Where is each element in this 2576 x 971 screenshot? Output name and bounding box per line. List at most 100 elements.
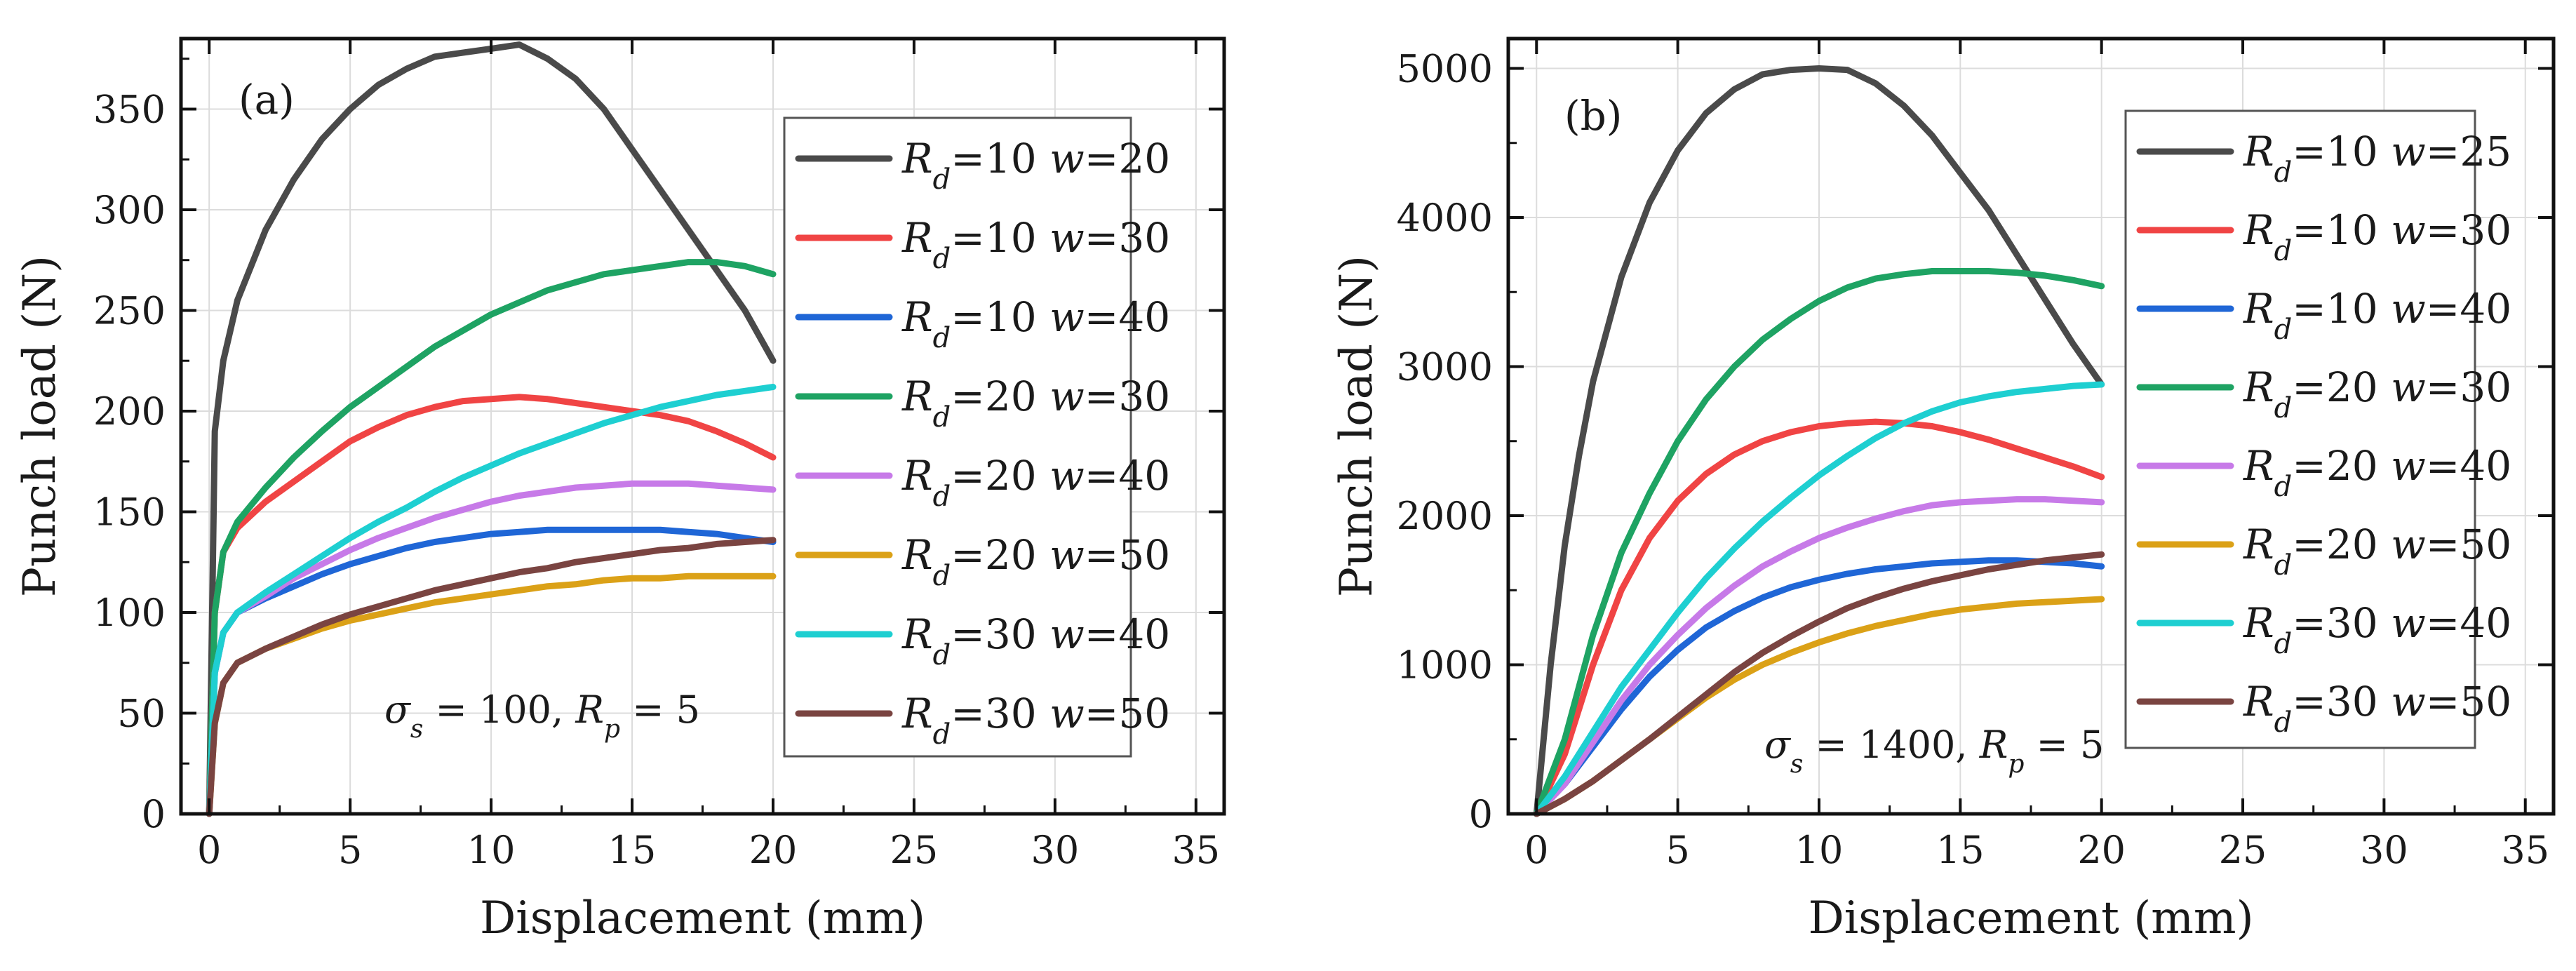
x-tick-label: 5 [1665,828,1689,872]
legend-rd-sub: d [933,560,951,592]
y-tick-label: 100 [93,591,166,635]
legend-w: w [1049,610,1085,658]
annotation-r: R [1979,723,2008,767]
legend-rd-sub: d [933,639,951,671]
legend-entry-0: Rd=10 w=20 [901,135,1170,196]
legend-entry-7: Rd=30 w=50 [901,690,1170,751]
series-line-2 [1533,557,2105,817]
x-tick-label: 30 [2360,828,2408,872]
legend-rd-value: =20 [2292,363,2391,411]
legend-rd-sub: d [933,163,951,196]
legend-w: w [1049,531,1085,579]
panel-tag: (b) [1564,92,1622,140]
legend-rd: R [901,690,933,737]
legend-box [783,116,1132,758]
annotation-sigma: σ [1764,723,1792,767]
legend-w: w [2391,285,2426,333]
legend-w: w [2391,128,2426,175]
legend-rd-sub: d [2274,549,2293,582]
legend-w: w [2391,521,2426,568]
legend-rd-value: =30 [951,610,1049,658]
legend-w: w [2391,599,2426,647]
annotation-sigma-value: = 1400, [1803,723,1979,767]
legend-w: w [1049,135,1085,182]
legend-rd: R [2243,678,2274,725]
annotation-r-sub: p [2008,750,2024,779]
legend-w-value: =40 [1085,293,1170,341]
series-line-7 [1533,551,2105,817]
legend-w-value: =30 [2426,206,2511,254]
y-tick-label: 50 [117,691,166,735]
legend-rd-sub: d [933,401,951,434]
legend-w-value: =40 [1085,610,1170,658]
legend-w-value: =50 [2426,521,2511,568]
legend-rd-value: =10 [951,214,1049,262]
x-axis-label: Displacement (mm) [480,892,925,944]
chart-panel-b: 0 5 10 15 20 25 30 35 0 1000 2000 3000 4000 5000 Displ… [1331,36,2556,944]
legend-rd: R [901,610,933,658]
x-tick-label: 35 [1172,828,1220,872]
annotation-sigma-sub: s [410,715,423,744]
y-tick-label: 3000 [1397,345,1493,389]
y-tick-label: 200 [93,389,166,434]
annotation-r-value: = 5 [2024,723,2104,767]
legend-w-value: =30 [1085,214,1170,262]
x-tick-label: 15 [608,828,657,872]
y-tick-label: 150 [93,490,166,534]
legend-rd-sub: d [2274,235,2293,267]
legend-rd-sub: d [2274,314,2293,346]
y-tick-label: 300 [93,188,166,232]
x-tick-label: 30 [1031,828,1080,872]
legend-w-value: =30 [2426,363,2511,411]
x-tick-label: 25 [2219,828,2267,872]
legend-rd-value: =10 [2292,206,2391,254]
legend-rd-sub: d [2274,628,2293,660]
legend-rd: R [901,531,933,579]
legend-rd-sub: d [2274,156,2293,189]
parameter-annotation: σs = 100, Rp = 5 [384,688,700,744]
legend-w-value: =40 [2426,599,2511,647]
legend-rd: R [901,135,933,182]
panel-tag: (a) [239,76,295,123]
series-lines [1533,65,2105,817]
x-tick-label: 25 [890,828,939,872]
legend-rd-sub: d [933,481,951,513]
x-tick-label: 35 [2501,828,2549,872]
legend-w-value: =30 [1085,373,1170,420]
legend-w-value: =50 [1085,690,1170,737]
legend-rd-value: =20 [951,531,1049,579]
legend-rd-sub: d [2274,392,2293,424]
legend-w-value: =40 [2426,442,2511,490]
legend-rd-sub: d [2274,471,2293,503]
x-tick-label: 20 [2077,828,2126,872]
legend-rd: R [2243,363,2274,411]
annotation-r-sub: p [604,715,620,744]
legend-w-value: =40 [2426,285,2511,333]
legend-rd: R [2243,206,2274,254]
series-line-1 [206,394,777,817]
annotation-r-value: = 5 [620,688,700,732]
legend-rd-value: =20 [2292,521,2391,568]
legend-entry-2: Rd=10 w=40 [2243,285,2511,346]
x-tick-label: 10 [467,828,516,872]
y-axis-label: Punch load (N) [1331,255,1383,597]
legend-box [2124,109,2476,749]
legend-entry-1: Rd=10 w=30 [2243,206,2511,267]
legend-entry-4: Rd=20 w=40 [901,452,1170,513]
series-lines [206,41,777,817]
legend-entry-1: Rd=10 w=30 [901,214,1170,275]
x-tick-label: 0 [197,828,221,872]
x-tick-label: 0 [1524,828,1548,872]
y-tick-label: 1000 [1397,643,1493,688]
legend-rd: R [2243,521,2274,568]
parameter-annotation: σs = 1400, Rp = 5 [1764,723,2104,779]
annotation-sigma-sub: s [1790,750,1803,779]
legend-w-value: =40 [1085,452,1170,500]
series-line-7 [206,537,777,817]
legend-rd: R [2243,442,2274,490]
legend-rd-value: =30 [951,690,1049,737]
legend-entry-7: Rd=30 w=50 [2243,678,2511,739]
